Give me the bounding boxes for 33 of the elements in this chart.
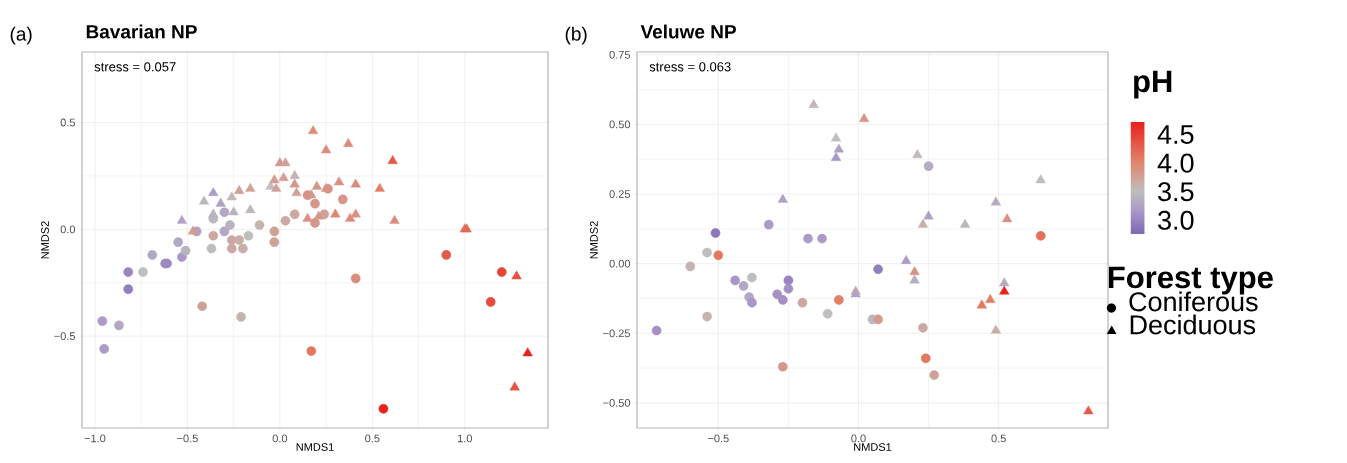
y-tick-label: 0.25: [609, 190, 631, 198]
y-tick-label: 0.75: [609, 50, 631, 59]
y-axis-title: NMDS2: [590, 221, 598, 259]
color-bar-title: pH: [1134, 70, 1172, 99]
y-tick-label: −0.50: [603, 399, 631, 407]
annotation: stress = 0.063: [649, 62, 731, 72]
x-tick-label: −0.5: [708, 434, 729, 443]
x-tick-label: 0.5: [991, 434, 1006, 443]
x-axis-title: NMDS1: [296, 443, 334, 451]
y-tick-label: −0.25: [603, 329, 631, 338]
text: (b): [565, 26, 587, 45]
y-tick-label: 0.50: [609, 120, 631, 129]
y-tick-label: −0.5: [54, 332, 76, 341]
x-tick-label: 0.5: [365, 434, 380, 443]
color-bar-label: 3.0: [1158, 210, 1194, 230]
y-tick-label: 0.00: [609, 259, 631, 268]
chart-title: Veluwe NP: [640, 24, 736, 39]
color-bar-label: 4.5: [1157, 125, 1194, 144]
x-tick-label: −1.0: [84, 434, 106, 443]
annotation: stress = 0.057: [94, 62, 176, 72]
x-tick-label: 0.0: [851, 434, 866, 443]
y-axis-title: NMDS2: [41, 221, 49, 259]
x-axis-title: NMDS1: [854, 443, 892, 451]
x-tick-label: 1.0: [457, 434, 473, 443]
text: Deciduous: [1130, 314, 1256, 335]
chart-title: Bavarian NP: [86, 24, 197, 39]
x-tick-label: −0.5: [177, 434, 198, 443]
y-tick-label: 0.5: [60, 118, 76, 127]
x-tick-label: 0.0: [272, 434, 288, 443]
color-bar-label: 3.5: [1158, 182, 1194, 202]
text: (a): [10, 26, 32, 45]
color-bar-label: 4.0: [1157, 153, 1194, 173]
y-tick-label: 0.0: [60, 225, 76, 234]
